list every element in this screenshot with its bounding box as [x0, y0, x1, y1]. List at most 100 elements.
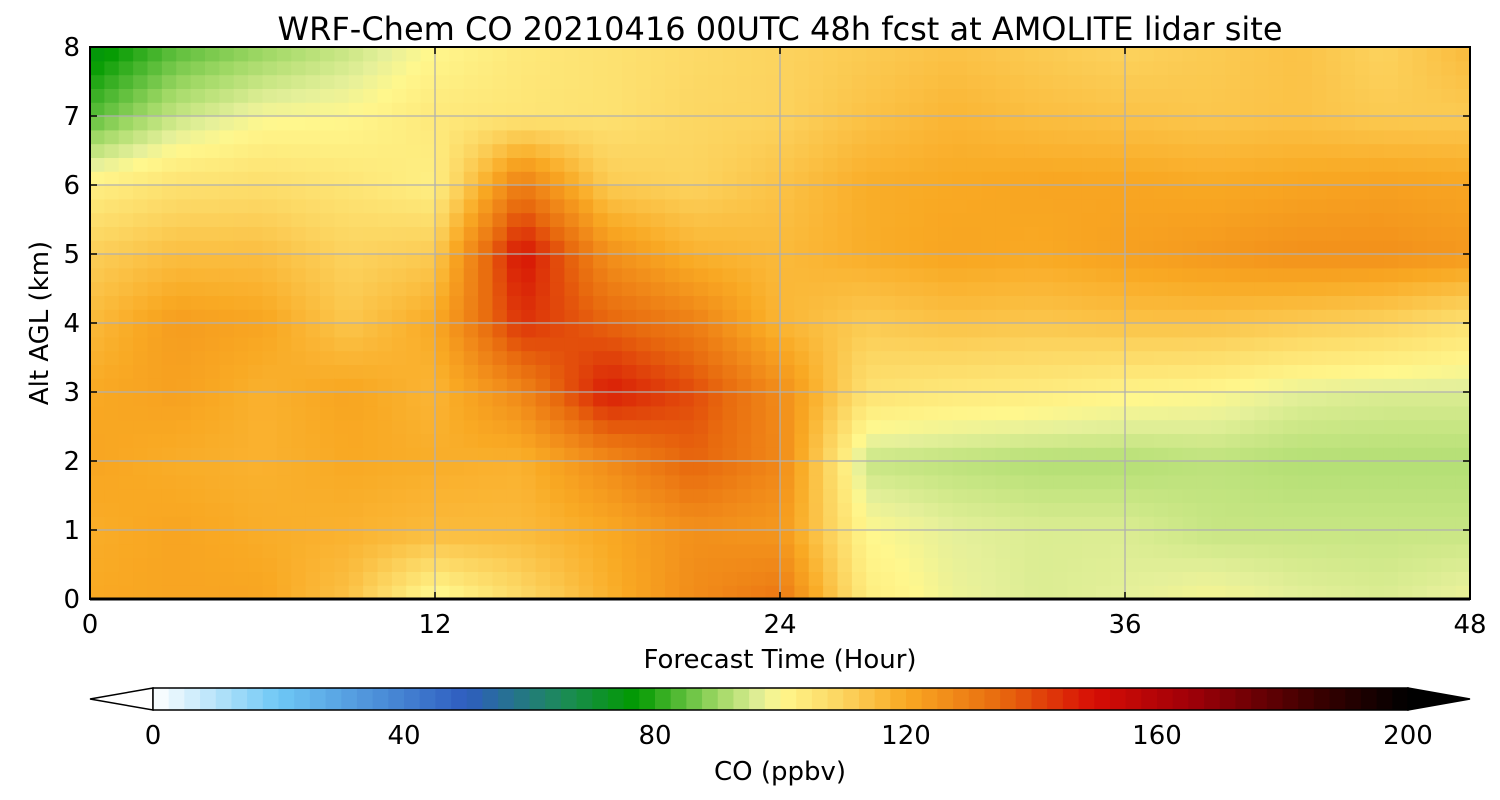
heatmap-cell: [636, 447, 652, 462]
heatmap-cell: [262, 309, 278, 324]
heatmap-cell: [1038, 185, 1054, 200]
heatmap-cell: [1225, 336, 1241, 352]
heatmap-cell: [966, 571, 982, 586]
heatmap-cell: [118, 171, 134, 186]
heatmap-cell: [650, 129, 666, 145]
heatmap-cell: [478, 336, 494, 352]
heatmap-cell: [1326, 392, 1342, 407]
heatmap-cell: [291, 157, 307, 172]
heatmap-cell: [463, 488, 479, 503]
heatmap-cell: [463, 336, 479, 352]
heatmap-cell: [1139, 267, 1155, 283]
heatmap-cell: [305, 171, 321, 186]
heatmap-cell: [550, 516, 565, 531]
heatmap-cell: [219, 281, 235, 296]
heatmap-cell: [679, 47, 695, 62]
heatmap-cell: [133, 171, 149, 186]
heatmap-cell: [780, 254, 795, 269]
heatmap-cell: [909, 267, 925, 283]
heatmap-cell: [823, 198, 839, 214]
heatmap-cell: [420, 488, 436, 503]
heatmap-cell: [161, 60, 177, 76]
heatmap-cell: [1268, 378, 1284, 393]
heatmap-cell: [1326, 350, 1342, 365]
heatmap-cell: [406, 254, 422, 269]
heatmap-cell: [837, 474, 853, 490]
heatmap-cell: [1067, 88, 1083, 103]
heatmap-cell: [1369, 129, 1385, 145]
colorbar-segment: [1392, 688, 1409, 710]
heatmap-cell: [391, 157, 407, 172]
heatmap-cell: [377, 74, 393, 89]
heatmap-cell: [248, 350, 264, 365]
heatmap-cell: [909, 309, 925, 324]
heatmap-cell: [219, 129, 235, 145]
heatmap-cell: [1240, 267, 1255, 283]
heatmap-cell: [420, 392, 436, 407]
heatmap-cell: [133, 543, 149, 559]
heatmap-cell: [1182, 364, 1198, 379]
heatmap-cell: [880, 488, 896, 503]
x-axis: 0 12 24 36 48: [82, 47, 1487, 640]
heatmap-cell: [1268, 267, 1284, 283]
heatmap-cell: [492, 378, 508, 393]
heatmap-cell: [751, 295, 767, 310]
heatmap-cell: [1398, 516, 1414, 531]
heatmap-cell: [1053, 143, 1069, 158]
heatmap-cell: [1326, 433, 1342, 448]
heatmap-cell: [320, 585, 335, 600]
heatmap-cell: [478, 530, 494, 545]
heatmap-cell: [276, 392, 292, 407]
heatmap-cell: [305, 557, 321, 572]
heatmap-cell: [1326, 74, 1342, 89]
heatmap-cell: [1110, 447, 1126, 462]
heatmap-cell: [1067, 267, 1083, 283]
heatmap-cell: [1168, 212, 1184, 227]
heatmap-cell: [291, 502, 307, 517]
heatmap-cell: [262, 143, 278, 158]
heatmap-cell: [679, 295, 695, 310]
heatmap-cell: [593, 378, 609, 393]
heatmap-cell: [205, 488, 220, 503]
heatmap-cell: [808, 143, 824, 158]
heatmap-cell: [966, 585, 982, 600]
heatmap-cell: [578, 102, 594, 117]
heatmap-cell: [1211, 364, 1227, 379]
heatmap-cell: [1168, 267, 1184, 283]
heatmap-cell: [722, 433, 738, 448]
heatmap-cell: [1196, 447, 1212, 462]
heatmap-cell: [1067, 378, 1083, 393]
heatmap-cell: [1412, 267, 1428, 283]
heatmap-cell: [866, 516, 882, 531]
heatmap-cell: [880, 392, 896, 407]
heatmap-cell: [1441, 488, 1457, 503]
heatmap-cell: [665, 571, 680, 586]
heatmap-cell: [233, 364, 249, 379]
heatmap-cell: [248, 226, 264, 241]
heatmap-cell: [1311, 60, 1327, 76]
heatmap-cell: [391, 281, 407, 296]
heatmap-cell: [1067, 447, 1083, 462]
heatmap-cell: [1268, 323, 1284, 338]
heatmap-cell: [693, 502, 709, 517]
heatmap-cell: [1038, 309, 1054, 324]
heatmap-cell: [176, 543, 192, 559]
heatmap-cell: [262, 267, 278, 283]
heatmap-cell: [995, 74, 1011, 89]
heatmap-cell: [1096, 516, 1112, 531]
heatmap-cell: [708, 74, 724, 89]
heatmap-cell: [923, 309, 939, 324]
heatmap-cell: [578, 309, 594, 324]
heatmap-cell: [492, 295, 508, 310]
heatmap-cell: [895, 447, 910, 462]
heatmap-cell: [147, 557, 163, 572]
heatmap-cell: [607, 240, 623, 255]
heatmap-cell: [1355, 185, 1370, 200]
heatmap-cell: [722, 461, 738, 476]
heatmap-cell: [348, 129, 364, 145]
heatmap-cell: [320, 281, 335, 296]
heatmap-cell: [1125, 557, 1140, 572]
heatmap-cell: [693, 461, 709, 476]
heatmap-cell: [1153, 419, 1169, 434]
heatmap-cell: [765, 129, 781, 145]
